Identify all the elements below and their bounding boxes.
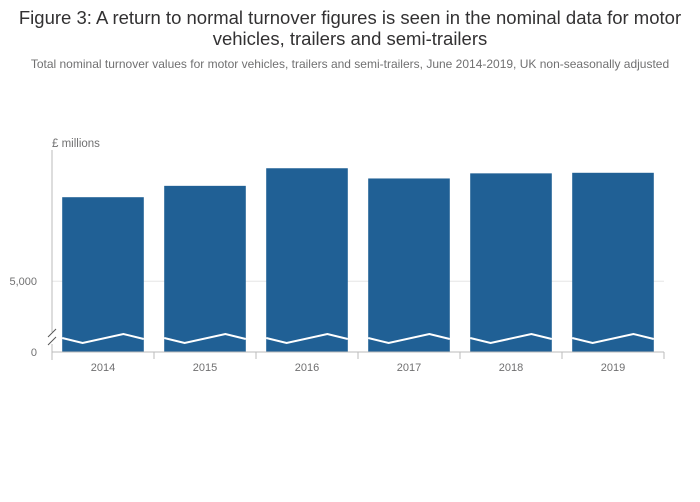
y-tick-label: 5,000 bbox=[9, 276, 37, 288]
x-tick-label: 2015 bbox=[193, 362, 217, 374]
axis-break-mark bbox=[47, 328, 57, 338]
axis-break-mark bbox=[47, 336, 57, 346]
x-tick-label: 2019 bbox=[601, 362, 625, 374]
bar-break-mark bbox=[163, 332, 247, 345]
bar-2017[interactable] bbox=[368, 178, 450, 352]
x-tick-label: 2016 bbox=[295, 362, 319, 374]
bar-break-mark bbox=[265, 332, 349, 345]
y-tick-label: 0 bbox=[31, 347, 37, 359]
x-tick-label: 2014 bbox=[91, 362, 115, 374]
bar-break-mark bbox=[469, 332, 553, 345]
chart-title: Figure 3: A return to normal turnover fi… bbox=[18, 7, 682, 49]
bar-2015[interactable] bbox=[164, 185, 246, 352]
x-tick-label: 2017 bbox=[397, 362, 421, 374]
x-tick-label: 2018 bbox=[499, 362, 523, 374]
axes: 0 5,000 2014 2015 2016 2017 2018 2019 bbox=[9, 150, 665, 374]
bar-2018[interactable] bbox=[470, 173, 552, 352]
bar-2014[interactable] bbox=[62, 197, 144, 352]
y-axis-title: £ millions bbox=[52, 138, 100, 150]
chart-subtitle: Total nominal turnover values for motor … bbox=[30, 57, 670, 71]
bar-break-mark bbox=[367, 332, 451, 345]
bar-break-mark bbox=[571, 332, 655, 345]
bar-2019[interactable] bbox=[572, 172, 654, 352]
bar-break-mark bbox=[61, 332, 145, 345]
bar-2016[interactable] bbox=[266, 168, 348, 352]
bars bbox=[61, 168, 655, 352]
